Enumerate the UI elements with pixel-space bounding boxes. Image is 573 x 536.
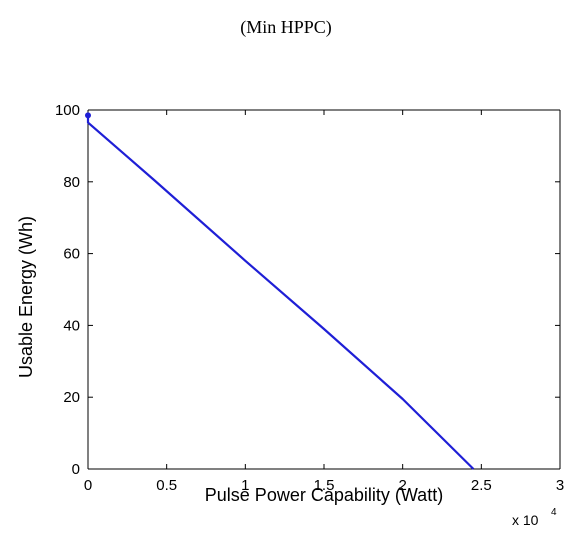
y-tick-label: 60 — [63, 246, 80, 263]
x-tick-label: 1 — [241, 477, 249, 494]
y-tick-label: 40 — [63, 317, 80, 334]
x-tick-label: 1.5 — [314, 477, 335, 494]
x-axis-multiplier-exponent: 4 — [551, 507, 557, 518]
x-tick-label: 3 — [556, 477, 564, 494]
y-tick-label: 100 — [55, 102, 80, 119]
chart-title: (Min HPPC) — [240, 17, 332, 38]
x-axis-multiplier: x 10 — [512, 512, 539, 528]
series-line — [86, 115, 475, 470]
x-tick-label: 2.5 — [471, 477, 492, 494]
y-tick-label: 20 — [63, 389, 80, 406]
series-layer — [85, 112, 475, 470]
plot-frame — [87, 109, 561, 470]
x-tick-label: 0 — [84, 477, 92, 494]
series-point — [85, 112, 91, 119]
x-tick-label: 0.5 — [156, 477, 177, 494]
y-axis-ticks: 0 20 40 60 80 100 — [55, 102, 560, 478]
y-tick-label: 80 — [63, 174, 80, 191]
y-axis-label: Usable Energy (Wh) — [16, 216, 36, 378]
x-axis-label: Pulse Power Capability (Watt) — [205, 485, 443, 505]
y-tick-label: 0 — [72, 461, 80, 478]
x-tick-label: 2 — [398, 477, 406, 494]
x-axis-ticks: 0 0.5 1 1.5 2 2.5 3 — [84, 110, 564, 494]
